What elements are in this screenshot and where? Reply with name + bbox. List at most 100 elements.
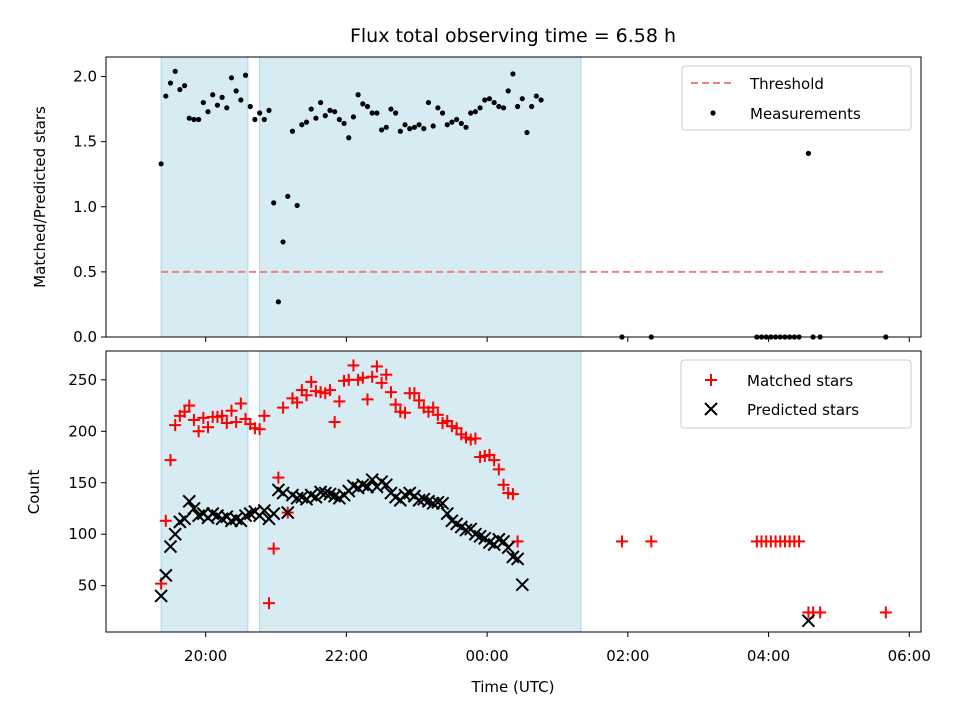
measurement-point-12: [214, 102, 221, 108]
measurement-point-23: [266, 107, 272, 113]
measurement-point-56: [421, 126, 427, 132]
measurement-point-76: [515, 103, 521, 110]
bottom-legend-box: [680, 359, 912, 429]
matched-star-point-44: [361, 393, 374, 406]
measurement-point-46: [374, 110, 380, 116]
top-shaded-interval-1: [259, 56, 582, 338]
matched-star-point-41: [347, 359, 360, 372]
measurement-point-8: [196, 116, 202, 123]
x-tick-label-0: 20:00: [184, 647, 227, 665]
measurement-point-61: [444, 122, 450, 128]
matched-star-point-75: [506, 488, 519, 501]
bottom-y-tick-label-3: 200: [68, 422, 97, 440]
legend-measurements-swatch: [710, 110, 716, 116]
measurement-point-67: [472, 109, 478, 115]
predicted-star-point-77: [515, 577, 530, 592]
predicted-star-point-24: [266, 506, 281, 521]
matched-star-point-1: [159, 514, 172, 527]
matched-star-point-47: [375, 376, 388, 389]
measurement-point-37: [332, 109, 338, 115]
predicted-star-point-22: [257, 503, 272, 518]
measurement-point-69: [482, 97, 488, 103]
measurement-point-18: [242, 72, 249, 78]
measurement-point-44: [364, 103, 371, 110]
measurement-point-59: [435, 105, 441, 111]
measurement-point-15: [228, 75, 235, 81]
measurement-point-10: [205, 109, 211, 115]
matched-star-point-52: [399, 406, 412, 419]
measurement-point-7: [191, 116, 197, 123]
matched-star-point-50: [389, 398, 402, 411]
predicted-star-point-1: [159, 568, 173, 583]
measurement-point-77: [519, 96, 525, 102]
top-axes: 0.0 0.5 1.0 1.5 2.0: [73, 68, 910, 346]
measurement-point-26: [280, 239, 286, 245]
measurement-point-80: [533, 93, 539, 99]
bottom-shaded-interval-0: [160, 350, 249, 633]
predicted-star-point-0: [154, 589, 168, 603]
matched-star-point-54: [408, 387, 421, 400]
measurement-point-25: [275, 299, 281, 305]
matched-star-point-26: [277, 401, 290, 414]
top-y-tick-label-1: 0.5: [73, 263, 97, 281]
matched-star-point-13: [216, 409, 229, 422]
legend-predicted-label: Predicted stars: [747, 401, 859, 419]
matched-star-point-31: [300, 389, 313, 402]
matched-star-point-43: [356, 371, 369, 384]
measurement-point-17: [238, 97, 244, 103]
matched-star-point-25: [272, 471, 285, 484]
measurement-point-62: [449, 119, 455, 125]
predicted-star-point-65: [459, 523, 473, 537]
bottom-panel: 50 100 150 200 250 20:00 22:00 00:00 02:00 04:00 0…: [25, 350, 931, 696]
measurement-point-21: [257, 110, 263, 116]
measurement-point-33: [313, 115, 319, 121]
measurement-point-42: [355, 92, 361, 98]
measurement-point-78: [524, 129, 530, 136]
matched-star-point-71: [488, 454, 501, 467]
matched-star-point-46: [370, 360, 383, 373]
measurement-point-53: [407, 126, 413, 132]
measurement-point-71: [491, 99, 497, 106]
matched-star-point-63: [450, 422, 463, 435]
measurement-point-20: [252, 116, 258, 123]
predicted-star-point-48: [379, 478, 393, 492]
measurement-point-63: [454, 116, 460, 123]
matched-star-point-91: [814, 606, 827, 619]
matched-star-point-24: [267, 542, 280, 555]
predicted-star-point-73: [496, 534, 511, 549]
measurement-point-9: [200, 99, 206, 106]
predicted-star-point-60: [435, 496, 450, 511]
top-y-tick-label-4: 2.0: [73, 68, 97, 86]
matched-star-point-59: [431, 408, 444, 421]
matched-star-point-10: [202, 421, 215, 434]
bottom-axes: 50 100 150 200 250 20:00 22:00 00:00 02:00 04:00 0…: [68, 371, 931, 665]
x-tick-label-5: 06:00: [888, 647, 931, 665]
measurement-point-24: [271, 200, 277, 206]
predicted-star-point-3: [168, 527, 182, 541]
top-legend: Threshold Measurements: [681, 65, 912, 131]
bottom-y-tick-label-0: 50: [78, 577, 97, 595]
matched-star-point-58: [427, 401, 440, 414]
measurement-point-28: [289, 128, 296, 134]
bottom-y-tick-label-2: 150: [68, 474, 97, 492]
top-panel: 0.00.51.01.52.0 Matched/Predicted stars …: [31, 56, 922, 346]
matched-star-point-88: [793, 535, 806, 548]
measurement-point-75: [510, 71, 516, 77]
measurement-point-43: [360, 101, 366, 107]
measurement-point-34: [317, 99, 324, 106]
top-y-axis-label: Matched/Predicted stars: [31, 106, 49, 288]
measurement-point-72: [496, 103, 502, 110]
measurement-point-31: [303, 119, 310, 125]
measurement-point-40: [346, 135, 352, 141]
legend-matched-swatch: [705, 374, 717, 386]
measurement-point-57: [425, 99, 432, 106]
legend-threshold-label: Threshold: [749, 75, 824, 93]
top-shaded-interval-0: [160, 56, 249, 338]
legend-predicted-swatch: [704, 402, 718, 416]
measurement-point-16: [233, 88, 239, 94]
measurement-point-94: [805, 150, 812, 156]
measurement-point-55: [416, 122, 422, 128]
measurement-point-41: [350, 114, 357, 120]
measurement-point-35: [322, 113, 328, 119]
x-tick-label-4: 04:00: [747, 647, 790, 665]
